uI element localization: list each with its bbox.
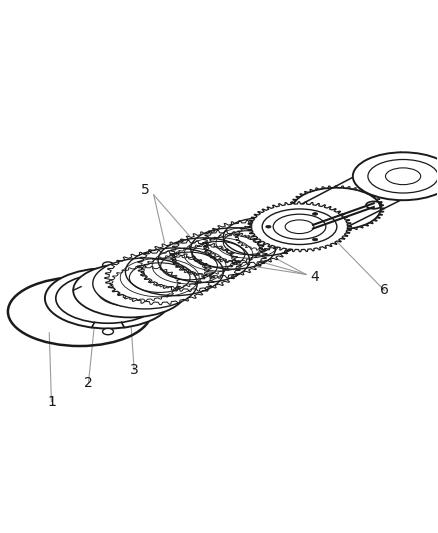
Ellipse shape <box>107 252 212 304</box>
Ellipse shape <box>102 262 113 268</box>
Ellipse shape <box>252 204 347 249</box>
Ellipse shape <box>172 231 265 277</box>
Ellipse shape <box>45 268 171 328</box>
Text: 5: 5 <box>141 183 149 197</box>
Text: 4: 4 <box>311 270 319 284</box>
Ellipse shape <box>205 221 291 264</box>
Ellipse shape <box>140 241 239 290</box>
Ellipse shape <box>293 188 381 230</box>
Ellipse shape <box>158 238 250 282</box>
Ellipse shape <box>353 152 438 200</box>
Ellipse shape <box>191 228 276 269</box>
Text: 1: 1 <box>47 395 56 409</box>
Ellipse shape <box>125 248 223 296</box>
Text: 6: 6 <box>380 284 389 297</box>
Ellipse shape <box>93 258 197 309</box>
Ellipse shape <box>73 263 186 317</box>
Ellipse shape <box>102 328 113 335</box>
Text: 2: 2 <box>84 376 93 390</box>
Ellipse shape <box>312 238 318 241</box>
Ellipse shape <box>223 217 302 256</box>
Text: 3: 3 <box>130 363 138 377</box>
Ellipse shape <box>312 213 318 215</box>
Ellipse shape <box>266 225 271 228</box>
